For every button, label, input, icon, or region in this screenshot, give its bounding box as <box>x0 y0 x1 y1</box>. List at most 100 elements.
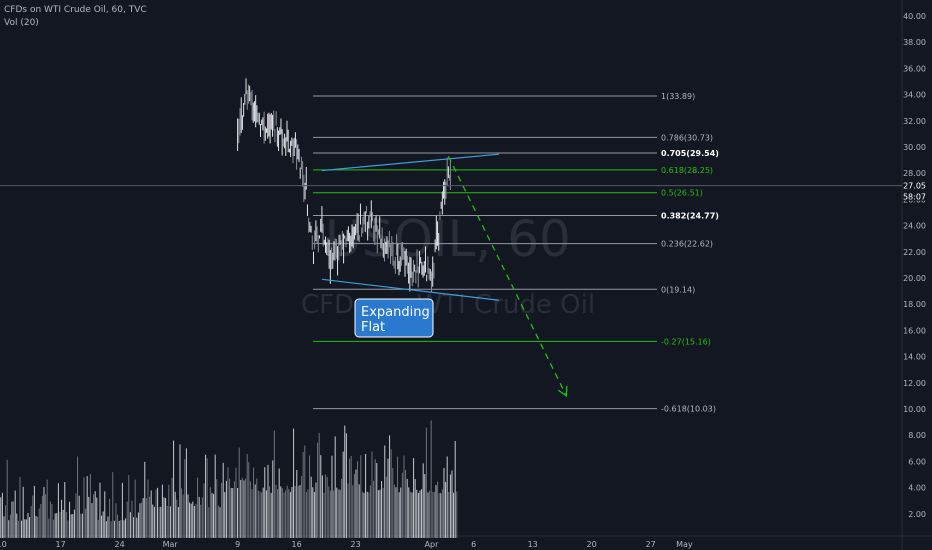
volume-indicator-label[interactable]: Vol (20) <box>4 18 39 28</box>
volume-bar <box>240 479 242 538</box>
volume-bar <box>219 507 221 538</box>
fib-level[interactable]: -0.27(15.16) <box>313 337 711 346</box>
volume-bar <box>385 476 387 538</box>
volume-bar <box>99 482 101 538</box>
volume-bar <box>259 491 261 538</box>
volume-bar <box>61 499 63 538</box>
volume-bar <box>245 478 247 538</box>
volume-bar <box>51 504 53 538</box>
fib-level[interactable]: 1(33.89) <box>313 92 695 101</box>
volume-bar <box>304 445 306 538</box>
price-tick-label: 14.00 <box>903 353 926 362</box>
volume-bar <box>193 506 195 538</box>
volume-bar <box>430 420 432 538</box>
volume-bar <box>286 485 288 538</box>
volume-bar <box>73 509 75 538</box>
projection-arrow[interactable] <box>447 155 567 397</box>
volume-bar <box>152 504 154 538</box>
volume-bar <box>144 461 146 538</box>
volume-bar <box>373 480 375 538</box>
volume-bar <box>317 442 319 538</box>
projection-arrowhead <box>557 385 568 398</box>
volume-bar <box>123 520 125 538</box>
price-tick-label: 38.00 <box>903 38 926 47</box>
volume-bar <box>136 517 138 538</box>
volume-bar <box>131 500 133 538</box>
volume-bar <box>425 427 427 538</box>
price-tick-label: 30.00 <box>903 143 926 152</box>
volume-bar <box>424 474 426 538</box>
volume-bar <box>389 435 391 538</box>
price-axis[interactable]: 2.00 4.00 6.00 8.00 10.00 12.00 14.00 16.00 18.0… <box>903 12 926 519</box>
volume-bar <box>27 512 29 538</box>
volume-bar <box>345 433 347 538</box>
symbol-title[interactable]: CFDs on WTI Crude Oil, 60, TVC <box>4 5 147 15</box>
fib-level[interactable]: 0.618(28.25) <box>313 166 713 175</box>
time-tick-label: May <box>676 540 693 549</box>
volume-bar <box>189 502 191 538</box>
fib-label: 0.786(30.73) <box>661 133 713 142</box>
volume-bar <box>11 501 13 538</box>
callout-line1: Expanding <box>361 305 430 320</box>
fib-level[interactable]: 0.786(30.73) <box>313 133 713 142</box>
price-tick-label: 6.00 <box>908 457 926 466</box>
volume-bar <box>448 491 450 538</box>
time-tick-label: 9 <box>235 540 240 549</box>
volume-bar <box>93 494 95 538</box>
volume-bar <box>381 481 383 538</box>
volume-bar <box>421 489 423 538</box>
volume-bar <box>120 520 122 538</box>
volume-bar <box>435 485 437 538</box>
volume-bar <box>35 515 37 538</box>
volume-bar <box>56 513 58 538</box>
volume-bar <box>115 503 117 538</box>
volume-bar <box>72 514 74 538</box>
volume-bar <box>147 479 149 538</box>
volume-bar <box>86 476 88 538</box>
current-price-label: 27.05 58:07 <box>903 178 932 202</box>
volume-bar <box>41 495 43 538</box>
volume-bar <box>371 451 373 538</box>
fib-level[interactable]: 0(19.14) <box>313 285 695 294</box>
volume-bar <box>440 493 442 538</box>
volume-bar <box>248 462 250 538</box>
volume-bar <box>83 477 85 538</box>
volume-bar <box>142 498 144 538</box>
volume-bar <box>267 464 269 538</box>
volume-bar <box>355 469 357 538</box>
time-axis[interactable]: 10 17 24 Mar 9 16 23 Apr 6 13 20 27 May <box>0 540 693 549</box>
fib-label: 0.236(22.62) <box>661 240 713 249</box>
volume-bar <box>397 456 399 538</box>
price-tick-label: 36.00 <box>903 64 926 73</box>
volume-bar <box>289 491 291 538</box>
volume-bar <box>438 493 440 538</box>
volume-bar <box>283 492 285 538</box>
price-label-box <box>903 178 932 201</box>
volume-bar <box>157 487 159 538</box>
volume-bar <box>405 470 407 538</box>
bar-countdown: 58:07 <box>903 193 926 202</box>
price-tick-label: 4.00 <box>908 484 926 493</box>
volume-bar <box>105 521 107 538</box>
volume-bar <box>261 492 263 538</box>
volume-bar <box>400 487 402 538</box>
price-tick-label: 20.00 <box>903 274 926 283</box>
volume-bar <box>374 459 376 538</box>
fib-level[interactable]: 0.705(29.54) <box>313 149 719 158</box>
trendline-lower[interactable] <box>321 278 500 301</box>
volume-bar <box>177 507 179 538</box>
volume-bar <box>365 454 367 538</box>
volume-bar <box>14 490 16 538</box>
fib-level[interactable]: 0.5(26.51) <box>313 189 703 198</box>
volume-bar <box>182 494 184 538</box>
fib-level[interactable]: 0.236(22.62) <box>313 240 713 249</box>
trendline-upper[interactable] <box>321 153 499 172</box>
volume-bar <box>96 497 98 538</box>
time-tick-label: 17 <box>55 540 65 549</box>
price-tick-label: 10.00 <box>903 405 926 414</box>
fib-level[interactable]: -0.618(10.03) <box>313 405 716 414</box>
volume-bar <box>214 454 216 538</box>
volume-bar <box>417 492 419 538</box>
